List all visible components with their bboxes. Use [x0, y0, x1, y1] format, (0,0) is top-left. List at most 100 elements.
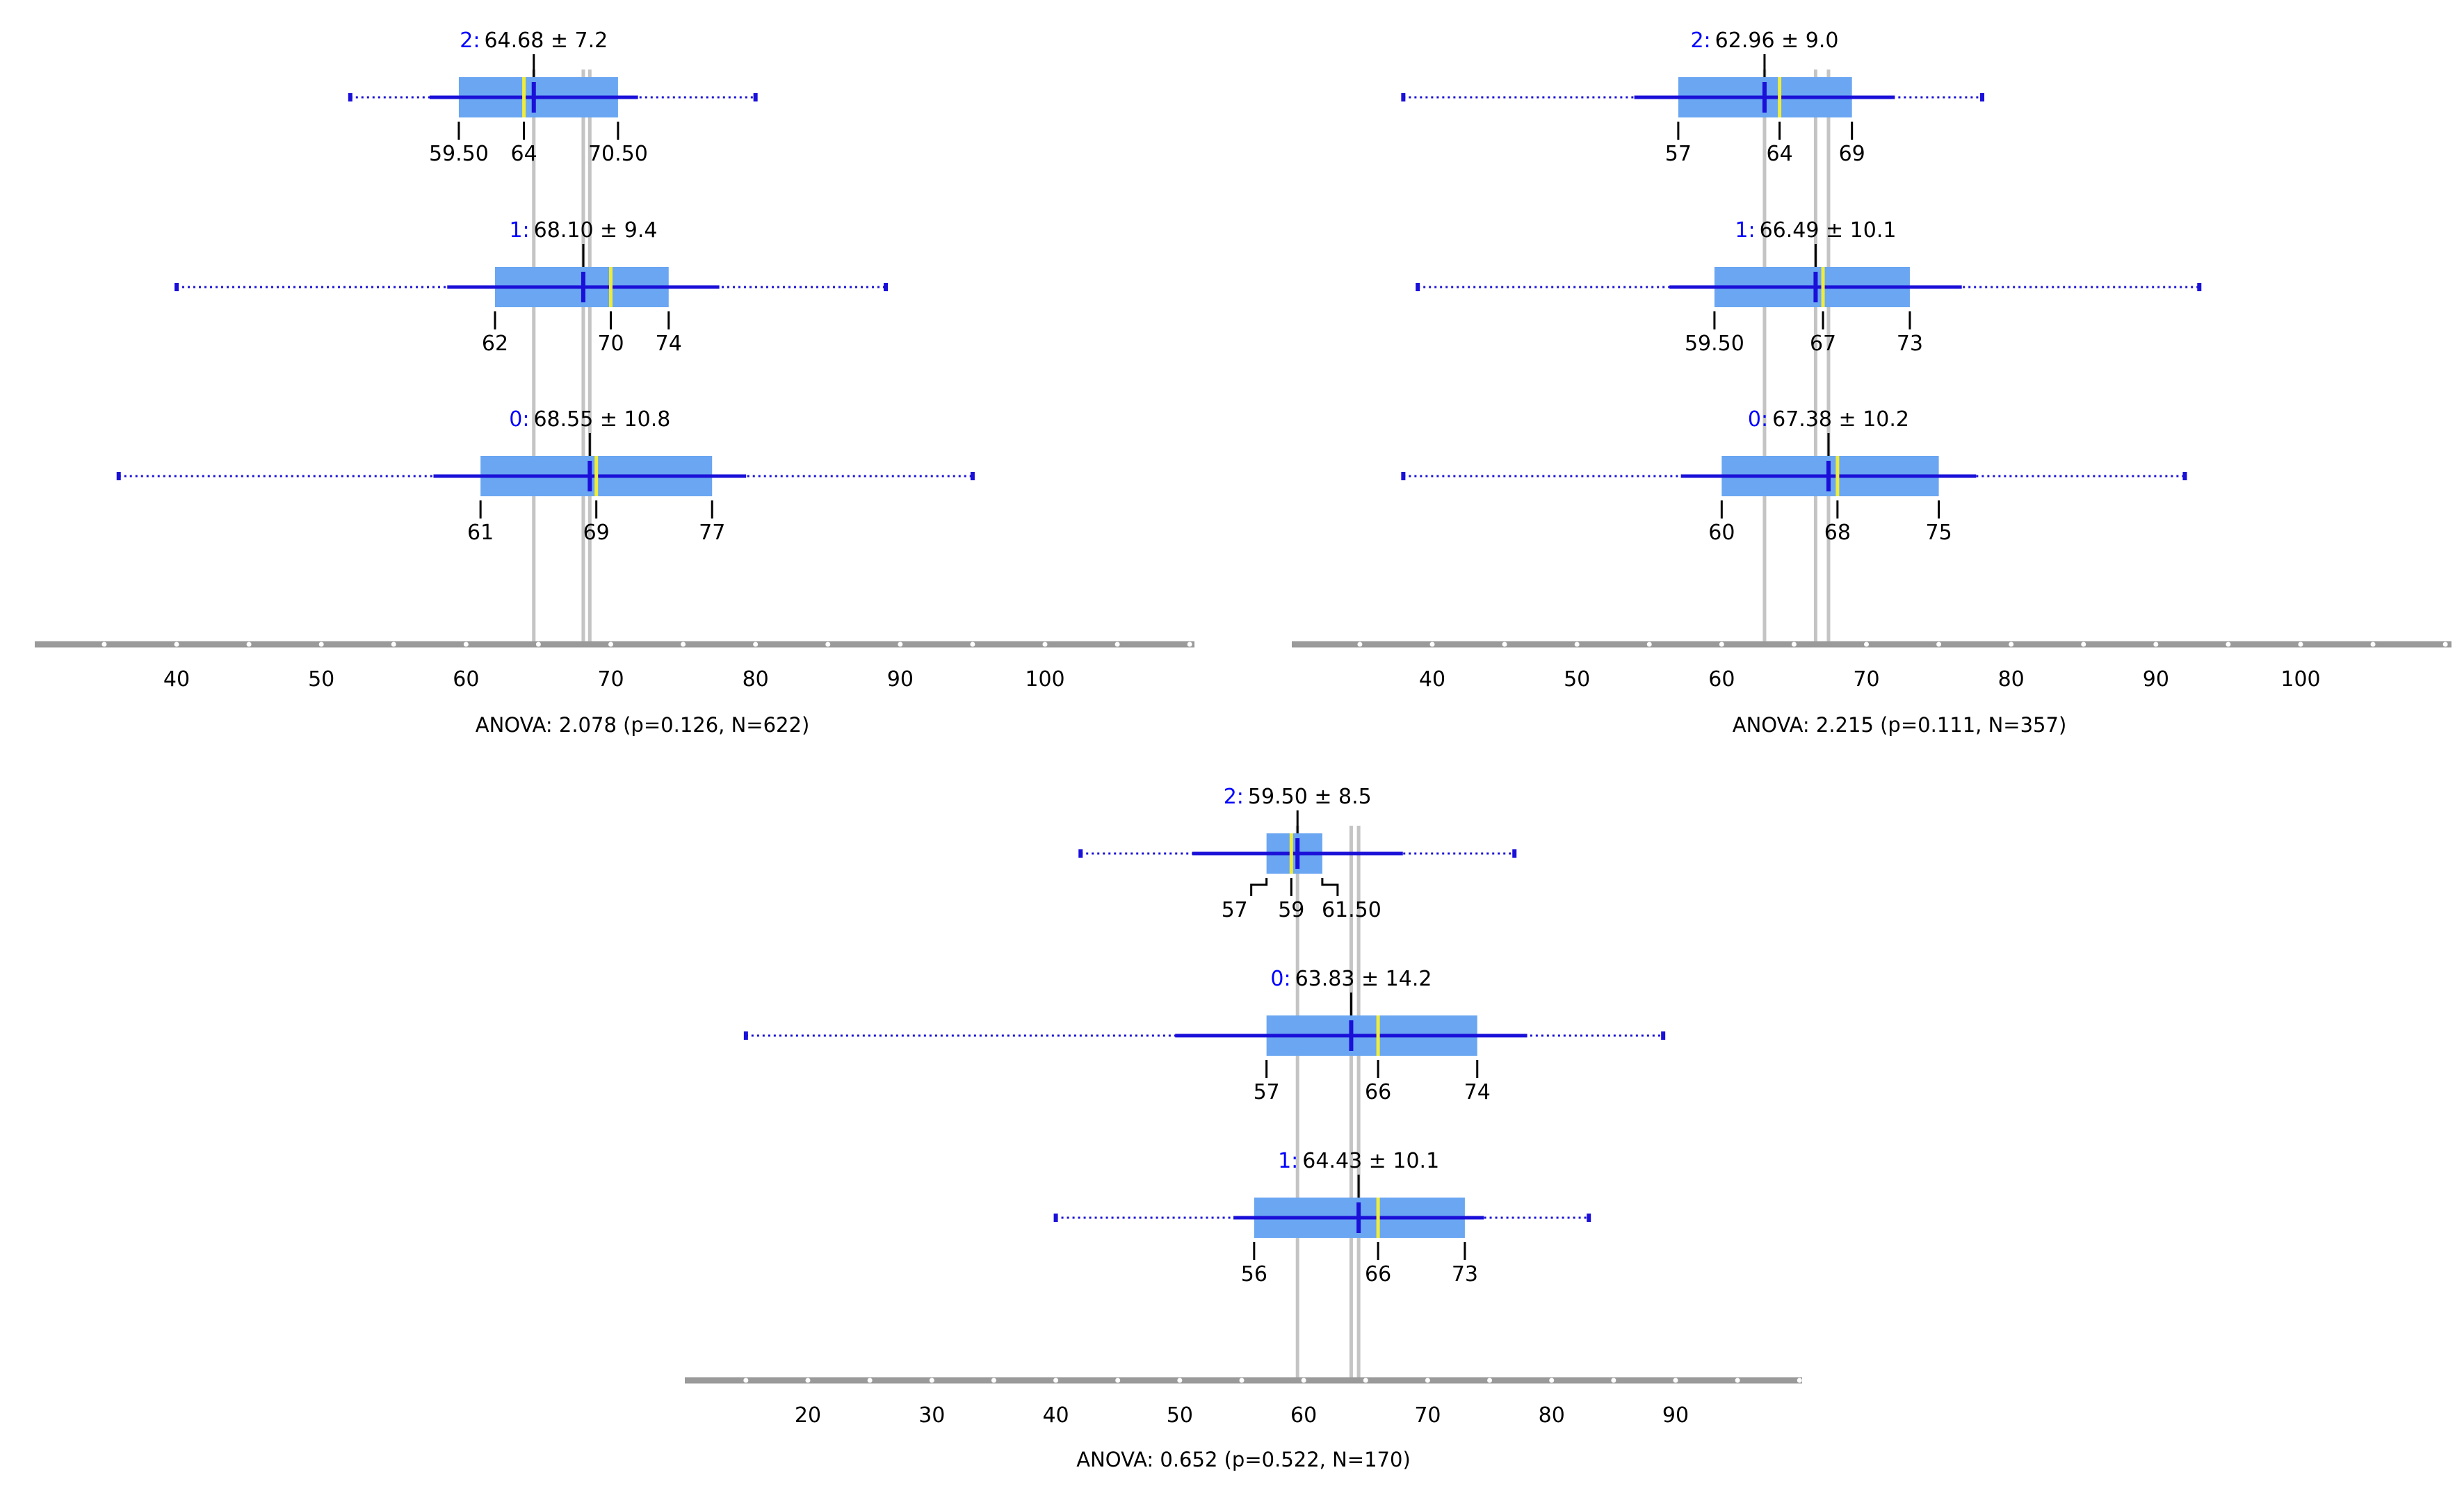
quartile-label: 70	[597, 332, 624, 356]
quartile-label: 73	[1897, 332, 1923, 356]
group-summary-label: 2: 62.96 ± 9.0	[1690, 28, 1838, 53]
anova-label: ANOVA: 2.215 (p=0.111, N=357)	[1733, 713, 2067, 737]
x-axis-tick-mark	[2442, 642, 2448, 647]
x-axis-tick-mark	[898, 642, 903, 647]
box-group-0: 0: 63.83 ± 14.2 57 66 74	[743, 967, 1666, 1104]
x-axis-tick-mark	[318, 642, 324, 647]
x-axis-tick-mark	[1646, 642, 1652, 647]
x-axis-tick-label: 60	[1708, 667, 1735, 692]
group-name: 2:	[1690, 28, 1710, 53]
x-axis-tick-label: 40	[1042, 1403, 1069, 1428]
group-stats: 68.10 ± 9.4	[534, 218, 658, 243]
x-axis-tick-mark	[929, 1378, 934, 1383]
group-summary-label: 0: 63.83 ± 14.2	[1270, 967, 1432, 991]
chart-panel-3: 2: 59.50 ± 8.5 57 59 61.50 0: 63.83 ± 14.2 57 66…	[685, 785, 1802, 1471]
x-axis-tick-label: 80	[1998, 667, 2025, 692]
x-axis-tick-label: 50	[1564, 667, 1590, 692]
quartile-label: 59.50	[1685, 332, 1744, 356]
x-axis-tick-mark	[1574, 642, 1580, 647]
group-summary-label: 1: 66.49 ± 10.1	[1735, 218, 1896, 243]
quartile-label: 61	[467, 521, 494, 545]
quartile-label: 73	[1452, 1262, 1478, 1287]
anova-label: ANOVA: 2.078 (p=0.126, N=622)	[476, 713, 810, 737]
x-axis-tick-mark	[991, 1378, 996, 1383]
anova-label: ANOVA: 0.652 (p=0.522, N=170)	[1076, 1448, 1411, 1471]
quartile-label: 61.50	[1322, 898, 1381, 922]
x-axis-tick-mark	[174, 642, 179, 647]
x-axis-tick-mark	[608, 642, 613, 647]
quartile-label: 62	[482, 332, 508, 356]
quartile-label: 59	[1278, 898, 1304, 922]
group-name: 2:	[460, 28, 480, 53]
group-name: 0:	[509, 407, 529, 432]
chart-panel-2: 2: 62.96 ± 9.0 57 64 69 1: 66.49 ± 10.1 59.50 67…	[1292, 28, 2451, 737]
group-summary-label: 1: 64.43 ± 10.1	[1278, 1149, 1439, 1173]
box-group-2: 2: 62.96 ± 9.0 57 64 69	[1401, 28, 1985, 166]
x-axis-tick-mark	[246, 642, 252, 647]
x-axis-tick-mark	[970, 642, 975, 647]
x-axis-tick-mark	[102, 642, 107, 647]
box-group-2: 2: 59.50 ± 8.5 57 59 61.50	[1078, 785, 1517, 922]
x-axis-tick-mark	[535, 642, 541, 647]
quartile-label: 64	[511, 142, 537, 166]
x-axis-tick-label: 40	[1419, 667, 1445, 692]
box-group-1: 1: 66.49 ± 10.1 59.50 67 73	[1416, 218, 2202, 356]
quartile-label: 74	[656, 332, 682, 356]
chart-panel-1: 2: 64.68 ± 7.2 59.50 64 70.50 1: 68.10 ± 9.4 62…	[35, 28, 1194, 737]
x-axis-tick-mark	[1177, 1378, 1183, 1383]
group-stats: 64.68 ± 7.2	[484, 28, 608, 53]
quartile-tick	[1250, 878, 1268, 896]
x-axis-tick-mark	[1115, 1378, 1121, 1383]
group-name: 1:	[1735, 218, 1755, 243]
box-group-1: 1: 68.10 ± 9.4 62 70 74	[175, 218, 889, 356]
quartile-label: 77	[699, 521, 725, 545]
group-name: 0:	[1748, 407, 1768, 432]
x-axis-tick-mark	[1357, 642, 1363, 647]
x-axis-tick-mark	[1239, 1378, 1245, 1383]
x-axis-tick-mark	[1115, 642, 1120, 647]
x-axis-tick-label: 50	[308, 667, 334, 692]
x-axis-tick-mark	[1429, 642, 1435, 647]
x-axis-tick-label: 70	[1853, 667, 1879, 692]
x-axis-tick-label: 100	[1025, 667, 1064, 692]
group-name: 1:	[1278, 1149, 1298, 1173]
x-axis-tick-label: 90	[887, 667, 914, 692]
x-axis-tick-mark	[1549, 1378, 1555, 1383]
quartile-label: 67	[1810, 332, 1836, 356]
x-axis-tick-mark	[1363, 1378, 1368, 1383]
x-axis-tick-mark	[753, 642, 759, 647]
x-axis-tick-label: 100	[2280, 667, 2320, 692]
x-axis-tick-mark	[2009, 642, 2014, 647]
x-axis-tick-mark	[1611, 1378, 1616, 1383]
x-axis-tick-mark	[1502, 642, 1507, 647]
group-summary-label: 0: 68.55 ± 10.8	[509, 407, 670, 432]
x-axis-tick-mark	[805, 1378, 811, 1383]
x-axis-tick-label: 60	[1290, 1403, 1317, 1428]
x-axis-tick-mark	[1053, 1378, 1059, 1383]
quartile-label: 66	[1365, 1080, 1391, 1104]
quartile-label: 70.50	[588, 142, 648, 166]
quartile-label: 60	[1708, 521, 1735, 545]
quartile-tick	[1321, 878, 1339, 896]
group-name: 0:	[1270, 967, 1290, 991]
quartile-label: 57	[1254, 1080, 1280, 1104]
group-summary-label: 2: 59.50 ± 8.5	[1224, 785, 1372, 809]
quartile-label: 57	[1665, 142, 1692, 166]
x-axis-tick-mark	[1301, 1378, 1306, 1383]
x-axis-tick-mark	[2153, 642, 2159, 647]
x-axis-tick-label: 30	[918, 1403, 945, 1428]
x-axis-tick-label: 50	[1167, 1403, 1193, 1428]
group-summary-label: 1: 68.10 ± 9.4	[509, 218, 657, 243]
group-stats: 68.55 ± 10.8	[533, 407, 670, 432]
group-stats: 63.83 ± 14.2	[1295, 967, 1432, 991]
x-axis-tick-mark	[681, 642, 686, 647]
group-stats: 64.43 ± 10.1	[1302, 1149, 1439, 1173]
x-axis-tick-mark	[743, 1378, 749, 1383]
x-axis-tick-mark	[2298, 642, 2303, 647]
quartile-label: 57	[1222, 898, 1248, 922]
group-stats: 59.50 ± 8.5	[1248, 785, 1372, 809]
group-stats: 62.96 ± 9.0	[1715, 28, 1839, 53]
quartile-label: 64	[1767, 142, 1793, 166]
x-axis-tick-mark	[1673, 1378, 1678, 1383]
